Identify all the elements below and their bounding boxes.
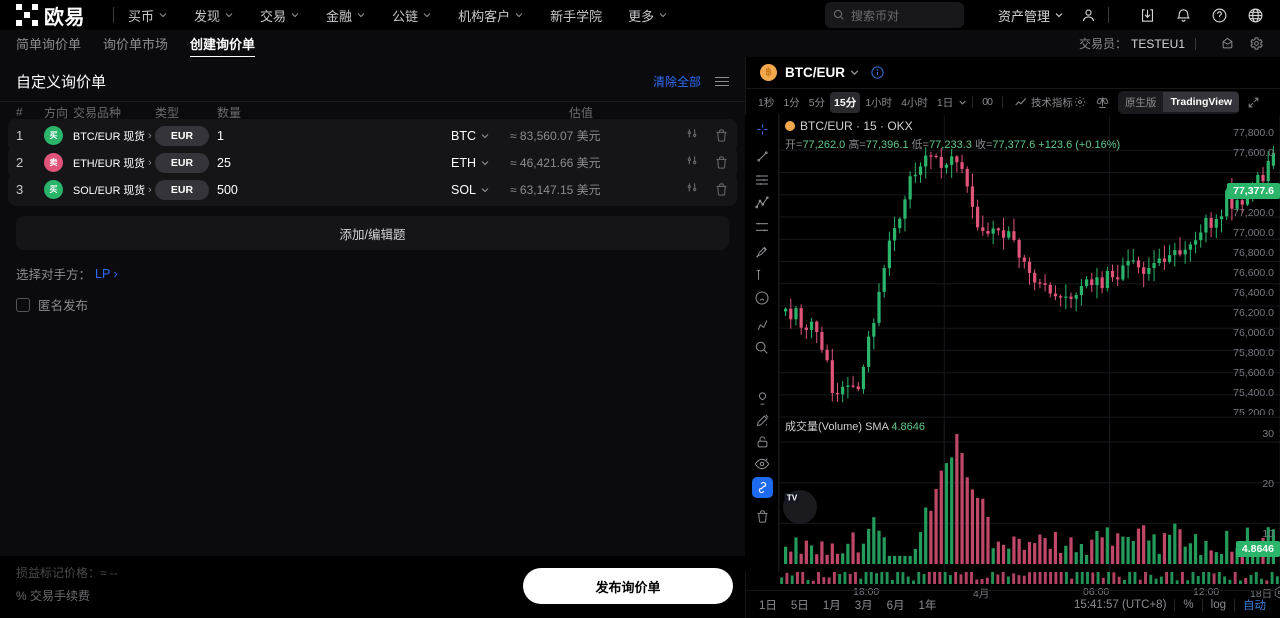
svg-text:TV: TV bbox=[787, 494, 798, 503]
